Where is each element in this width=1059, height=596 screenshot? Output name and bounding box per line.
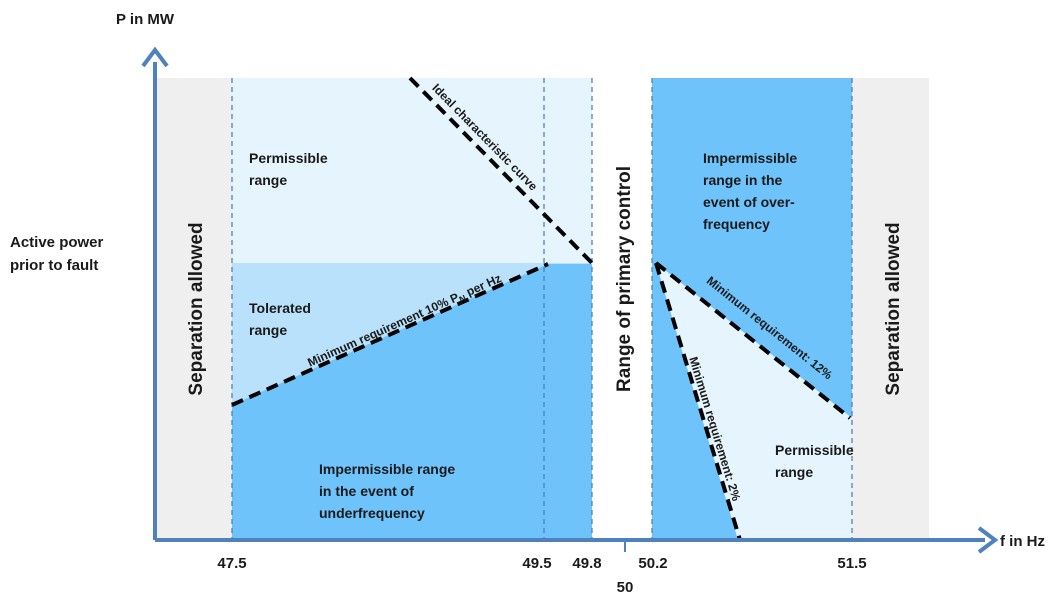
minimum-requirement-12-line xyxy=(654,261,852,420)
x-tick-label: 50.2 xyxy=(638,555,667,572)
y-axis-arrowhead-icon xyxy=(141,46,169,68)
separation-area-right xyxy=(852,78,929,540)
permissible-range-left-label: Permissible range xyxy=(249,150,332,188)
separation-area-left xyxy=(155,78,232,540)
minimum-requirement-10-line xyxy=(231,262,549,407)
ideal-characteristic-curve xyxy=(408,76,594,265)
x-tick-label: 47.5 xyxy=(217,555,246,572)
x-tick-label: 49.5 xyxy=(522,555,551,572)
permissible-area-right xyxy=(656,263,852,540)
x-tick-label: 50 xyxy=(617,579,634,596)
y-axis-title: P in MW xyxy=(116,11,175,28)
x-axis-title: f in Hz xyxy=(1000,533,1045,550)
impermissible-underfrequency-area xyxy=(232,264,592,540)
y-axis-label-line-1: Active power xyxy=(10,234,104,251)
separation-allowed-left-label: Separation allowed xyxy=(186,222,207,395)
y-axis-label-line-2: prior to fault xyxy=(10,257,98,274)
minimum-requirement-2-line xyxy=(654,262,742,541)
separation-allowed-right-label: Separation allowed xyxy=(883,222,904,395)
permissible-range-right-label: Permissible range xyxy=(775,442,858,480)
tolerated-range-label: Tolerated range xyxy=(249,300,315,338)
x-axis-arrowhead-icon xyxy=(977,526,999,554)
x-tick-label: 51.5 xyxy=(837,555,866,572)
x-tick-label: 49.8 xyxy=(572,555,601,572)
impermissible-underfrequency-label: Impermissible range in the event of unde… xyxy=(319,461,459,521)
impermissible-overfrequency-label: Impermissible range in the event of over… xyxy=(703,150,801,232)
primary-control-label: Range of primary control xyxy=(614,166,635,392)
